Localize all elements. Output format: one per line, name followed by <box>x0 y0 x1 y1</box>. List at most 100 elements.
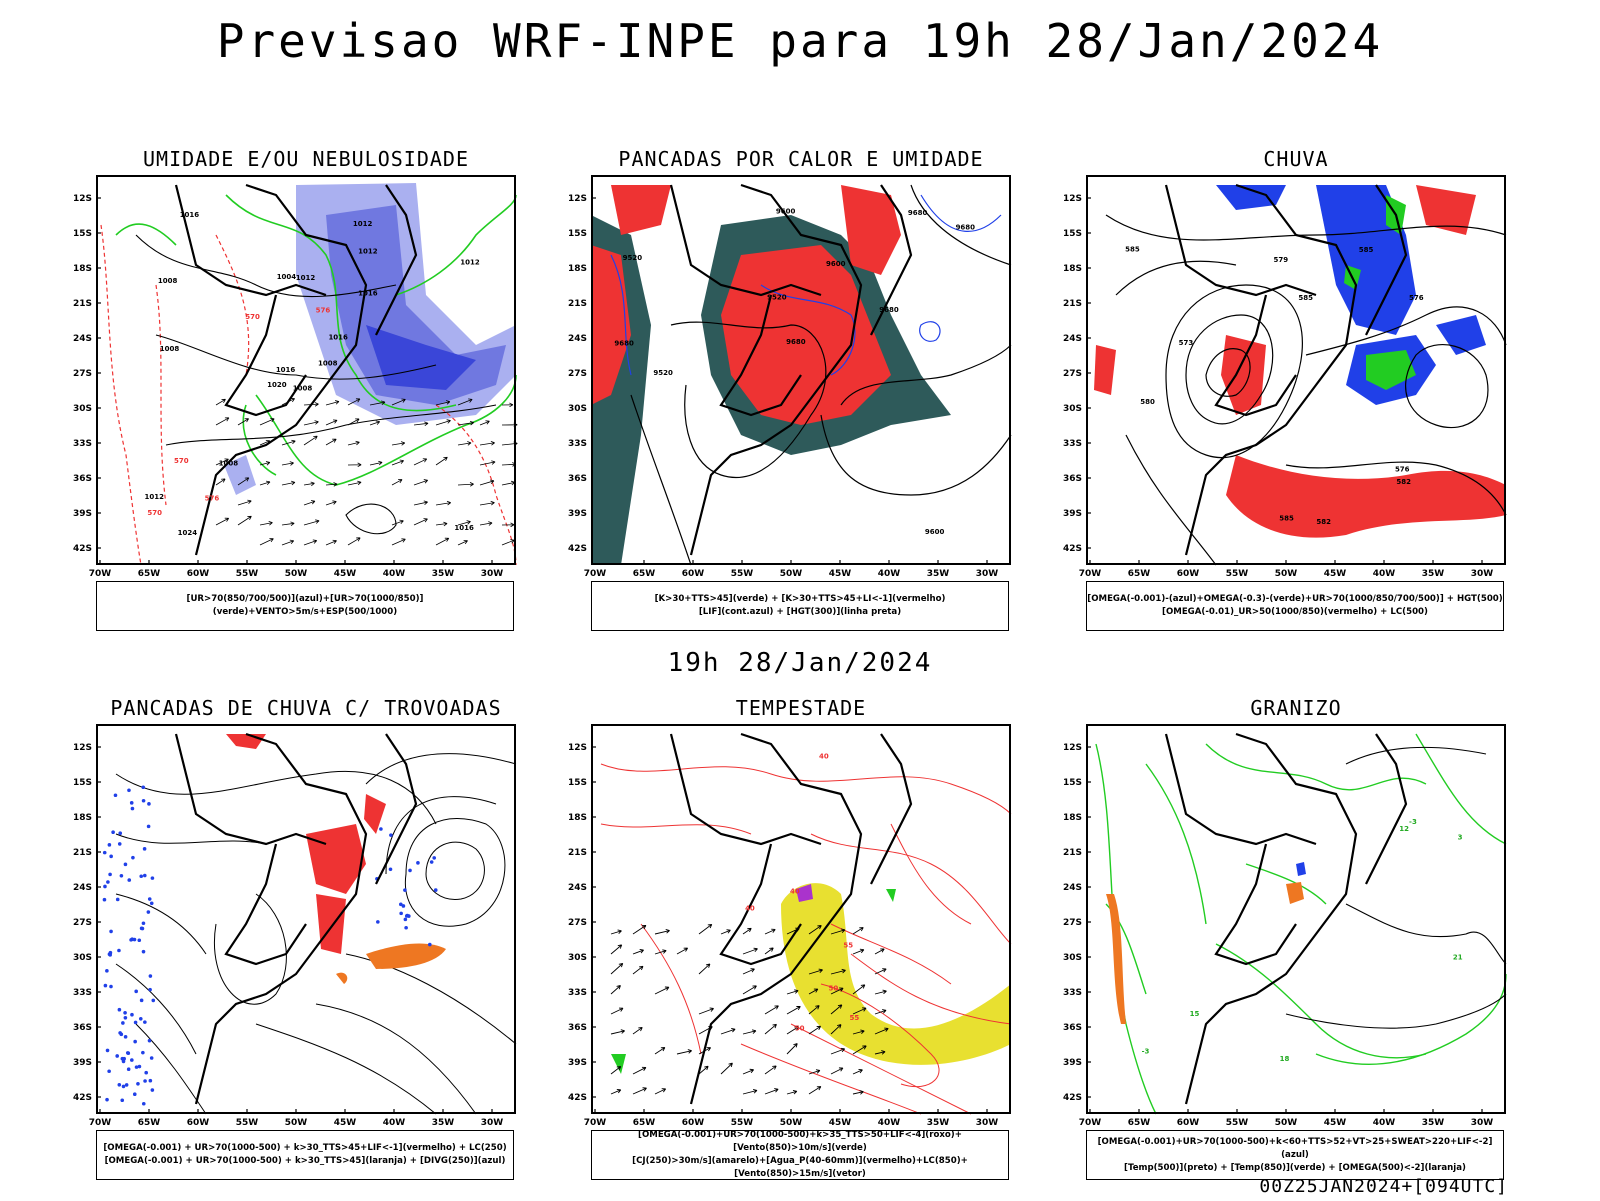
contour-label: 9680 <box>786 338 806 346</box>
divergence-dot <box>117 842 122 846</box>
wind-arrow <box>654 986 670 995</box>
divergence-dot <box>388 867 393 872</box>
lon-tick-label: 35W <box>432 569 455 579</box>
lon-tick-label: 40W <box>878 1118 901 1128</box>
wind-arrow <box>391 441 406 446</box>
wind-arrow <box>742 985 757 995</box>
divergence-dot <box>130 806 135 811</box>
lon-tick-label: 50W <box>285 1118 308 1128</box>
lon-tick-label: 40W <box>383 1118 406 1128</box>
divergence-dot <box>147 802 151 806</box>
wind-arrow <box>303 435 318 446</box>
lon-tick-label: 70W <box>1079 1118 1102 1128</box>
lon-tick-label: 65W <box>1128 569 1151 579</box>
country-borders <box>1164 183 1408 556</box>
contour-label: 1020 <box>267 381 287 389</box>
wind-arrow <box>808 988 819 995</box>
legend-box: [K>30+TTS>45](verde) + [K>30+TTS>45+LI<-… <box>591 581 1009 631</box>
map-trovoadas: 12S 15S 18S 21S 24S 27S 30S 33S 36S 39S 42S 70W 65W 6… <box>73 724 517 1128</box>
lat-tick-label: 21S <box>568 848 587 858</box>
lon-tick-label: 60W <box>1177 569 1200 579</box>
axes-frame: 12S 15S 18S 21S 24S 27S 30S 33S 36S 39S 42S 70W 65W 6… <box>1063 194 1493 579</box>
wind-arrow <box>698 1007 714 1015</box>
contour-label: 573 <box>1179 339 1194 347</box>
wind-arrow <box>852 948 865 955</box>
contour-label: 1004 <box>277 273 297 281</box>
divergence-dot <box>146 910 151 914</box>
lat-tick-label: 15S <box>568 229 587 239</box>
wind-arrow <box>457 420 475 426</box>
axes-frame: 12S 15S 18S 21S 24S 27S 30S 33S 36S 39S 42S 70W 65W 6… <box>568 743 998 1128</box>
lon-tick-label: 45W <box>829 1118 852 1128</box>
wind-arrow <box>347 537 361 546</box>
lon-tick-label: 45W <box>334 569 357 579</box>
contour-label: 582 <box>1396 478 1411 486</box>
wind-arrow <box>259 480 271 486</box>
contour-label: 579 <box>1274 256 1289 264</box>
lat-tick-label: 24S <box>568 883 587 893</box>
lon-tick-label: 60W <box>1177 1118 1200 1128</box>
lat-tick-label: 21S <box>568 299 587 309</box>
wind-arrow <box>830 968 846 975</box>
divergence-dot <box>123 1035 128 1039</box>
wind-arrow <box>413 479 429 486</box>
panel-title: GRANIZO <box>1250 696 1342 720</box>
lon-tick-label: 65W <box>633 569 656 579</box>
lat-tick-label: 39S <box>73 509 92 519</box>
wind-arrow <box>764 1065 777 1075</box>
wind-arrow <box>215 517 230 526</box>
wind-arrow <box>259 537 274 546</box>
divergence-dot <box>399 911 403 916</box>
lon-tick-label: 35W <box>927 569 950 579</box>
wind-arrow <box>698 963 711 975</box>
country-borders <box>669 732 913 1105</box>
divergence-dot <box>151 998 156 1003</box>
divergence-dot <box>124 1083 129 1087</box>
wind-arrow <box>281 439 296 446</box>
map-umidade: 12S 15S 18S 21S 24S 27S 30S 33S 36S 39S 42S 70W 65W 6… <box>73 175 518 579</box>
lat-tick-label: 18S <box>1063 813 1082 823</box>
lat-tick-label: 18S <box>73 813 92 823</box>
wind-arrow <box>479 460 496 466</box>
wind-arrow <box>303 420 319 426</box>
lat-tick-label: 15S <box>568 778 587 788</box>
panel-title: CHUVA <box>1263 147 1329 171</box>
axes-frame: 12S 15S 18S 21S 24S 27S 30S 33S 36S 39S 42S 70W 65W 6… <box>73 743 503 1128</box>
black-hgt-contours <box>630 184 1012 566</box>
wind-vectors <box>610 923 889 1095</box>
wind-arrow <box>303 481 315 487</box>
lon-tick-label: 30W <box>976 1118 999 1128</box>
lat-tick-label: 12S <box>568 743 587 753</box>
divergence-dot <box>115 897 120 902</box>
lat-tick-label: 36S <box>1063 474 1082 484</box>
divergence-dot <box>121 1021 125 1025</box>
wind-arrow <box>281 521 295 527</box>
wind-arrow <box>698 1065 709 1075</box>
divergence-dot <box>137 1064 142 1069</box>
divergence-dot <box>137 938 142 943</box>
lat-tick-label: 30S <box>1063 404 1082 414</box>
legend-line: [LIF](cont.azul) + [HGT(300)](linha pret… <box>698 607 902 617</box>
lon-tick-label: 65W <box>138 569 161 579</box>
divergence-dot <box>130 1012 134 1017</box>
lat-tick-label: 12S <box>73 743 92 753</box>
contour-label: 1008 <box>293 385 313 393</box>
wind-arrow <box>325 419 338 426</box>
contour-label: 9520 <box>623 254 643 262</box>
blue-hail-area <box>1296 862 1306 876</box>
contour-label: 576 <box>205 495 220 503</box>
wind-arrow <box>479 479 495 486</box>
divergence-dot <box>127 788 131 793</box>
wind-arrow <box>369 460 383 466</box>
divergence-dot <box>117 948 121 953</box>
wind-arrow <box>501 402 514 408</box>
lat-tick-label: 39S <box>568 1058 587 1068</box>
green-humidity-contours <box>115 194 517 486</box>
wind-arrow <box>874 1027 889 1035</box>
lon-tick-label: 55W <box>236 569 259 579</box>
legend-line: [CJ(250)>30m/s](amarelo)+[Agua_P(40-60mm… <box>632 1156 968 1179</box>
blue-humidity-area <box>224 183 516 495</box>
main-title: Previsao WRF-INPE para 19h 28/Jan/2024 <box>216 14 1384 68</box>
legend-box: [OMEGA(-0.001) + UR>70(1000-500) + k>30_… <box>96 1130 514 1180</box>
panel-title: PANCADAS DE CHUVA C/ TROVOADAS <box>110 696 502 720</box>
